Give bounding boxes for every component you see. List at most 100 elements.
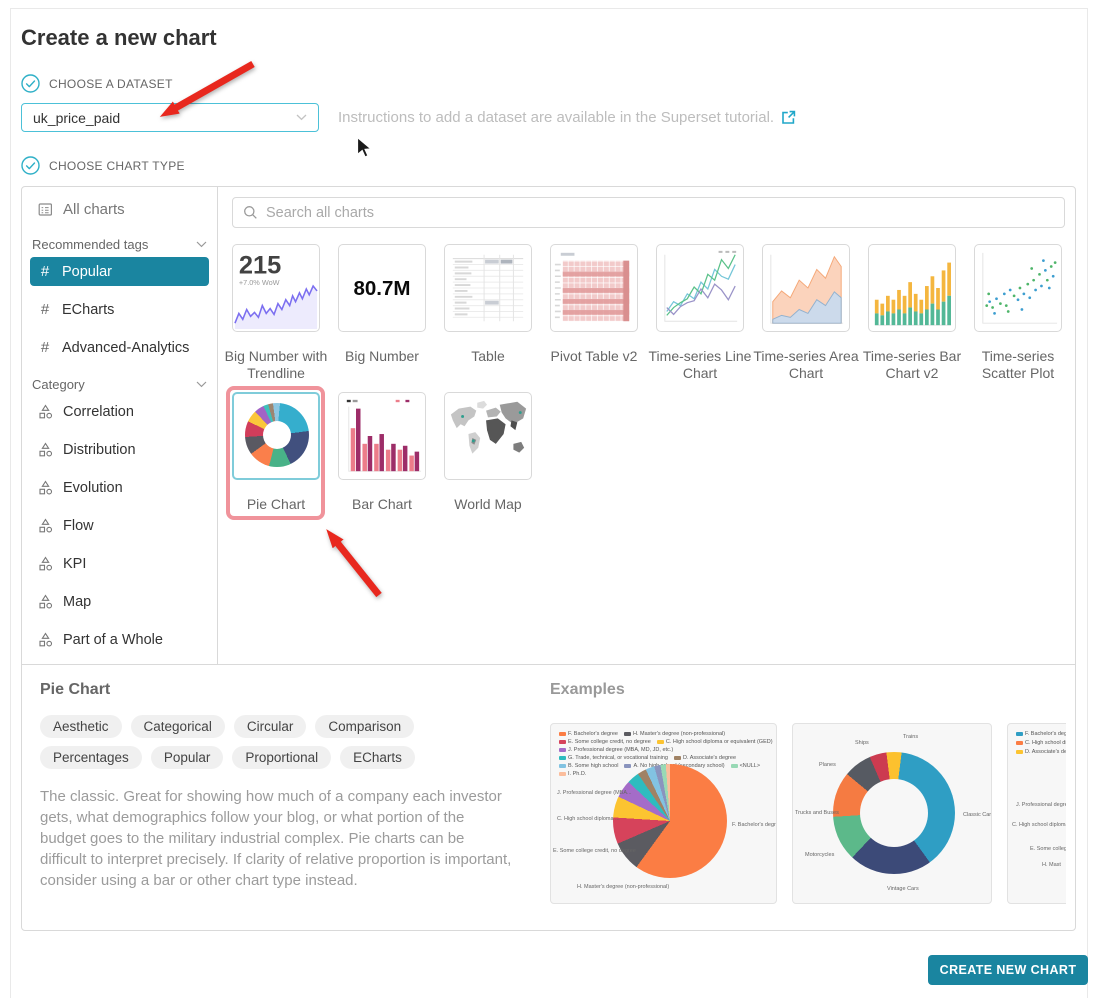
page-title: Create a new chart	[21, 25, 217, 50]
dataset-select-value: uk_price_paid	[33, 109, 121, 126]
chart-tags: Aesthetic Categorical Circular Compariso…	[40, 715, 460, 769]
tag-pill: ECharts	[340, 746, 415, 769]
chart-description: The classic. Great for showing how much …	[40, 788, 512, 889]
category-shapes-icon	[39, 442, 53, 457]
chart-type-item: Table	[444, 244, 532, 382]
create-new-chart-button[interactable]: CREATE NEW CHART	[928, 955, 1088, 985]
dataset-select[interactable]: uk_price_paid	[21, 103, 319, 132]
choose-chart-type-step: CHOOSE CHART TYPE	[21, 156, 185, 175]
example-pie	[613, 764, 727, 878]
chart-type-label: Time-series Line Chart	[648, 348, 752, 381]
line-chart-thumbnail	[664, 250, 738, 322]
area-chart-thumbnail	[770, 254, 844, 324]
dataset-instructions: Instructions to add a dataset are availa…	[338, 103, 796, 132]
recommended-tags-title: Recommended tags	[32, 236, 149, 252]
tag-pill: Proportional	[232, 746, 332, 769]
chart-type-label: Big Number	[345, 348, 419, 364]
chart-type-label: Pie Chart	[246, 496, 306, 512]
category-label: Flow	[63, 517, 94, 534]
chevron-down-icon	[196, 241, 207, 247]
content-container: Create a new chart CHOOSE A DATASET uk_p…	[10, 8, 1088, 998]
examples-section: Examples F. Bachelor's degree H. Master'…	[550, 681, 1066, 906]
pivot-table-thumbnail	[554, 252, 630, 322]
chart-type-card-ts-area[interactable]	[762, 244, 850, 332]
hash-icon: #	[40, 263, 50, 280]
annotation-highlight-box	[226, 386, 325, 520]
sidebar-item-kpi[interactable]: KPI	[30, 549, 209, 578]
sidebar-item-all-charts[interactable]: All charts	[30, 196, 209, 223]
chevron-down-icon	[296, 114, 307, 121]
selected-chart-title: Pie Chart	[40, 681, 111, 698]
tag-pill: Circular	[233, 715, 307, 738]
chart-type-card-ts-scatter[interactable]	[974, 244, 1062, 332]
chart-type-label: Time-series Bar Chart v2	[862, 348, 962, 381]
category-label: Distribution	[63, 441, 136, 458]
svg-text:+7.0% WoW: +7.0% WoW	[239, 278, 280, 287]
sidebar-item-evolution[interactable]: Evolution	[30, 473, 209, 502]
chart-type-item: 80.7M Big Number	[338, 244, 426, 382]
chart-type-item: World Map	[444, 392, 532, 513]
example-legend: F. Bachelor's degree H. Master's degree …	[559, 731, 773, 777]
ballot-icon	[38, 203, 52, 216]
tag-label: Popular	[62, 263, 112, 280]
chart-type-label: Big Number with Trendline	[224, 348, 328, 381]
tag-pill: Popular	[150, 746, 224, 769]
choose-chart-type-label: CHOOSE CHART TYPE	[49, 158, 185, 173]
tag-label: ECharts	[62, 301, 115, 318]
sidebar-item-flow[interactable]: Flow	[30, 511, 209, 540]
chart-type-card-table[interactable]	[444, 244, 532, 332]
chart-type-label: Pivot Table v2	[550, 348, 638, 364]
chevron-down-icon	[196, 381, 207, 387]
search-input[interactable]	[266, 204, 1054, 221]
all-charts-label: All charts	[63, 201, 125, 218]
sidebar-item-echarts[interactable]: # ECharts	[30, 295, 209, 324]
step-complete-check-icon	[21, 74, 40, 93]
chart-type-card-ts-bar-v2[interactable]	[868, 244, 956, 332]
table-thumbnail	[452, 254, 524, 322]
external-link-icon[interactable]	[781, 110, 796, 125]
sidebar-item-part-of-a-whole[interactable]: Part of a Whole	[30, 625, 209, 654]
sidebar-item-advanced-analytics[interactable]: # Advanced-Analytics	[30, 333, 209, 362]
category-shapes-icon	[39, 518, 53, 533]
chart-type-item: Time-series Area Chart	[753, 244, 859, 382]
chart-type-item: Time-series Scatter Plot	[974, 244, 1062, 382]
chart-type-item: Bar Chart	[338, 392, 426, 513]
category-label: Evolution	[63, 479, 123, 496]
category-shapes-icon	[39, 594, 53, 609]
example-clipped-image: F. Bachelor's degre C. High school diplo…	[1007, 723, 1066, 904]
category-title: Category	[32, 376, 85, 392]
choose-dataset-label: CHOOSE A DATASET	[49, 76, 173, 91]
chart-type-label: Table	[471, 348, 505, 364]
category-shapes-icon	[39, 632, 53, 647]
dataset-instructions-text: Instructions to add a dataset are availa…	[338, 109, 775, 126]
search-icon	[244, 206, 257, 219]
chart-search	[232, 197, 1065, 228]
chart-type-card-bar[interactable]	[338, 392, 426, 480]
chart-type-card-world-map[interactable]	[444, 392, 532, 480]
sidebar-item-map[interactable]: Map	[30, 587, 209, 616]
chart-type-card-pie[interactable]	[232, 392, 320, 480]
bar-chart-v2-thumbnail	[874, 262, 952, 326]
tag-label: Advanced-Analytics	[62, 339, 190, 356]
chart-type-card-big-number-trendline[interactable]: 215 +7.0% WoW	[232, 244, 320, 332]
chart-type-label: Bar Chart	[352, 496, 412, 512]
svg-text:80.7M: 80.7M	[353, 277, 410, 300]
sidebar-item-popular[interactable]: # Popular	[30, 257, 209, 286]
chart-type-sidebar: All charts Recommended tags # Popular # …	[22, 187, 218, 664]
sidebar-section-recommended-tags[interactable]: Recommended tags	[30, 231, 209, 257]
big-number-thumbnail: 80.7M	[353, 277, 410, 300]
sidebar-item-correlation[interactable]: Correlation	[30, 397, 209, 426]
category-label: KPI	[63, 555, 87, 572]
chart-type-card-big-number[interactable]: 80.7M	[338, 244, 426, 332]
chart-type-label: Time-series Area Chart	[753, 348, 859, 381]
chart-type-card-ts-line[interactable]	[656, 244, 744, 332]
bar-chart-thumbnail	[346, 399, 422, 472]
big-number-trendline-thumbnail: 215 +7.0% WoW	[234, 251, 318, 330]
chart-type-item: Time-series Line Chart	[649, 244, 751, 382]
sidebar-item-distribution[interactable]: Distribution	[30, 435, 209, 464]
sidebar-section-category[interactable]: Category	[30, 371, 209, 397]
chart-type-card-pivot-table-v2[interactable]	[550, 244, 638, 332]
tag-pill: Categorical	[130, 715, 225, 738]
hash-icon: #	[40, 339, 50, 356]
